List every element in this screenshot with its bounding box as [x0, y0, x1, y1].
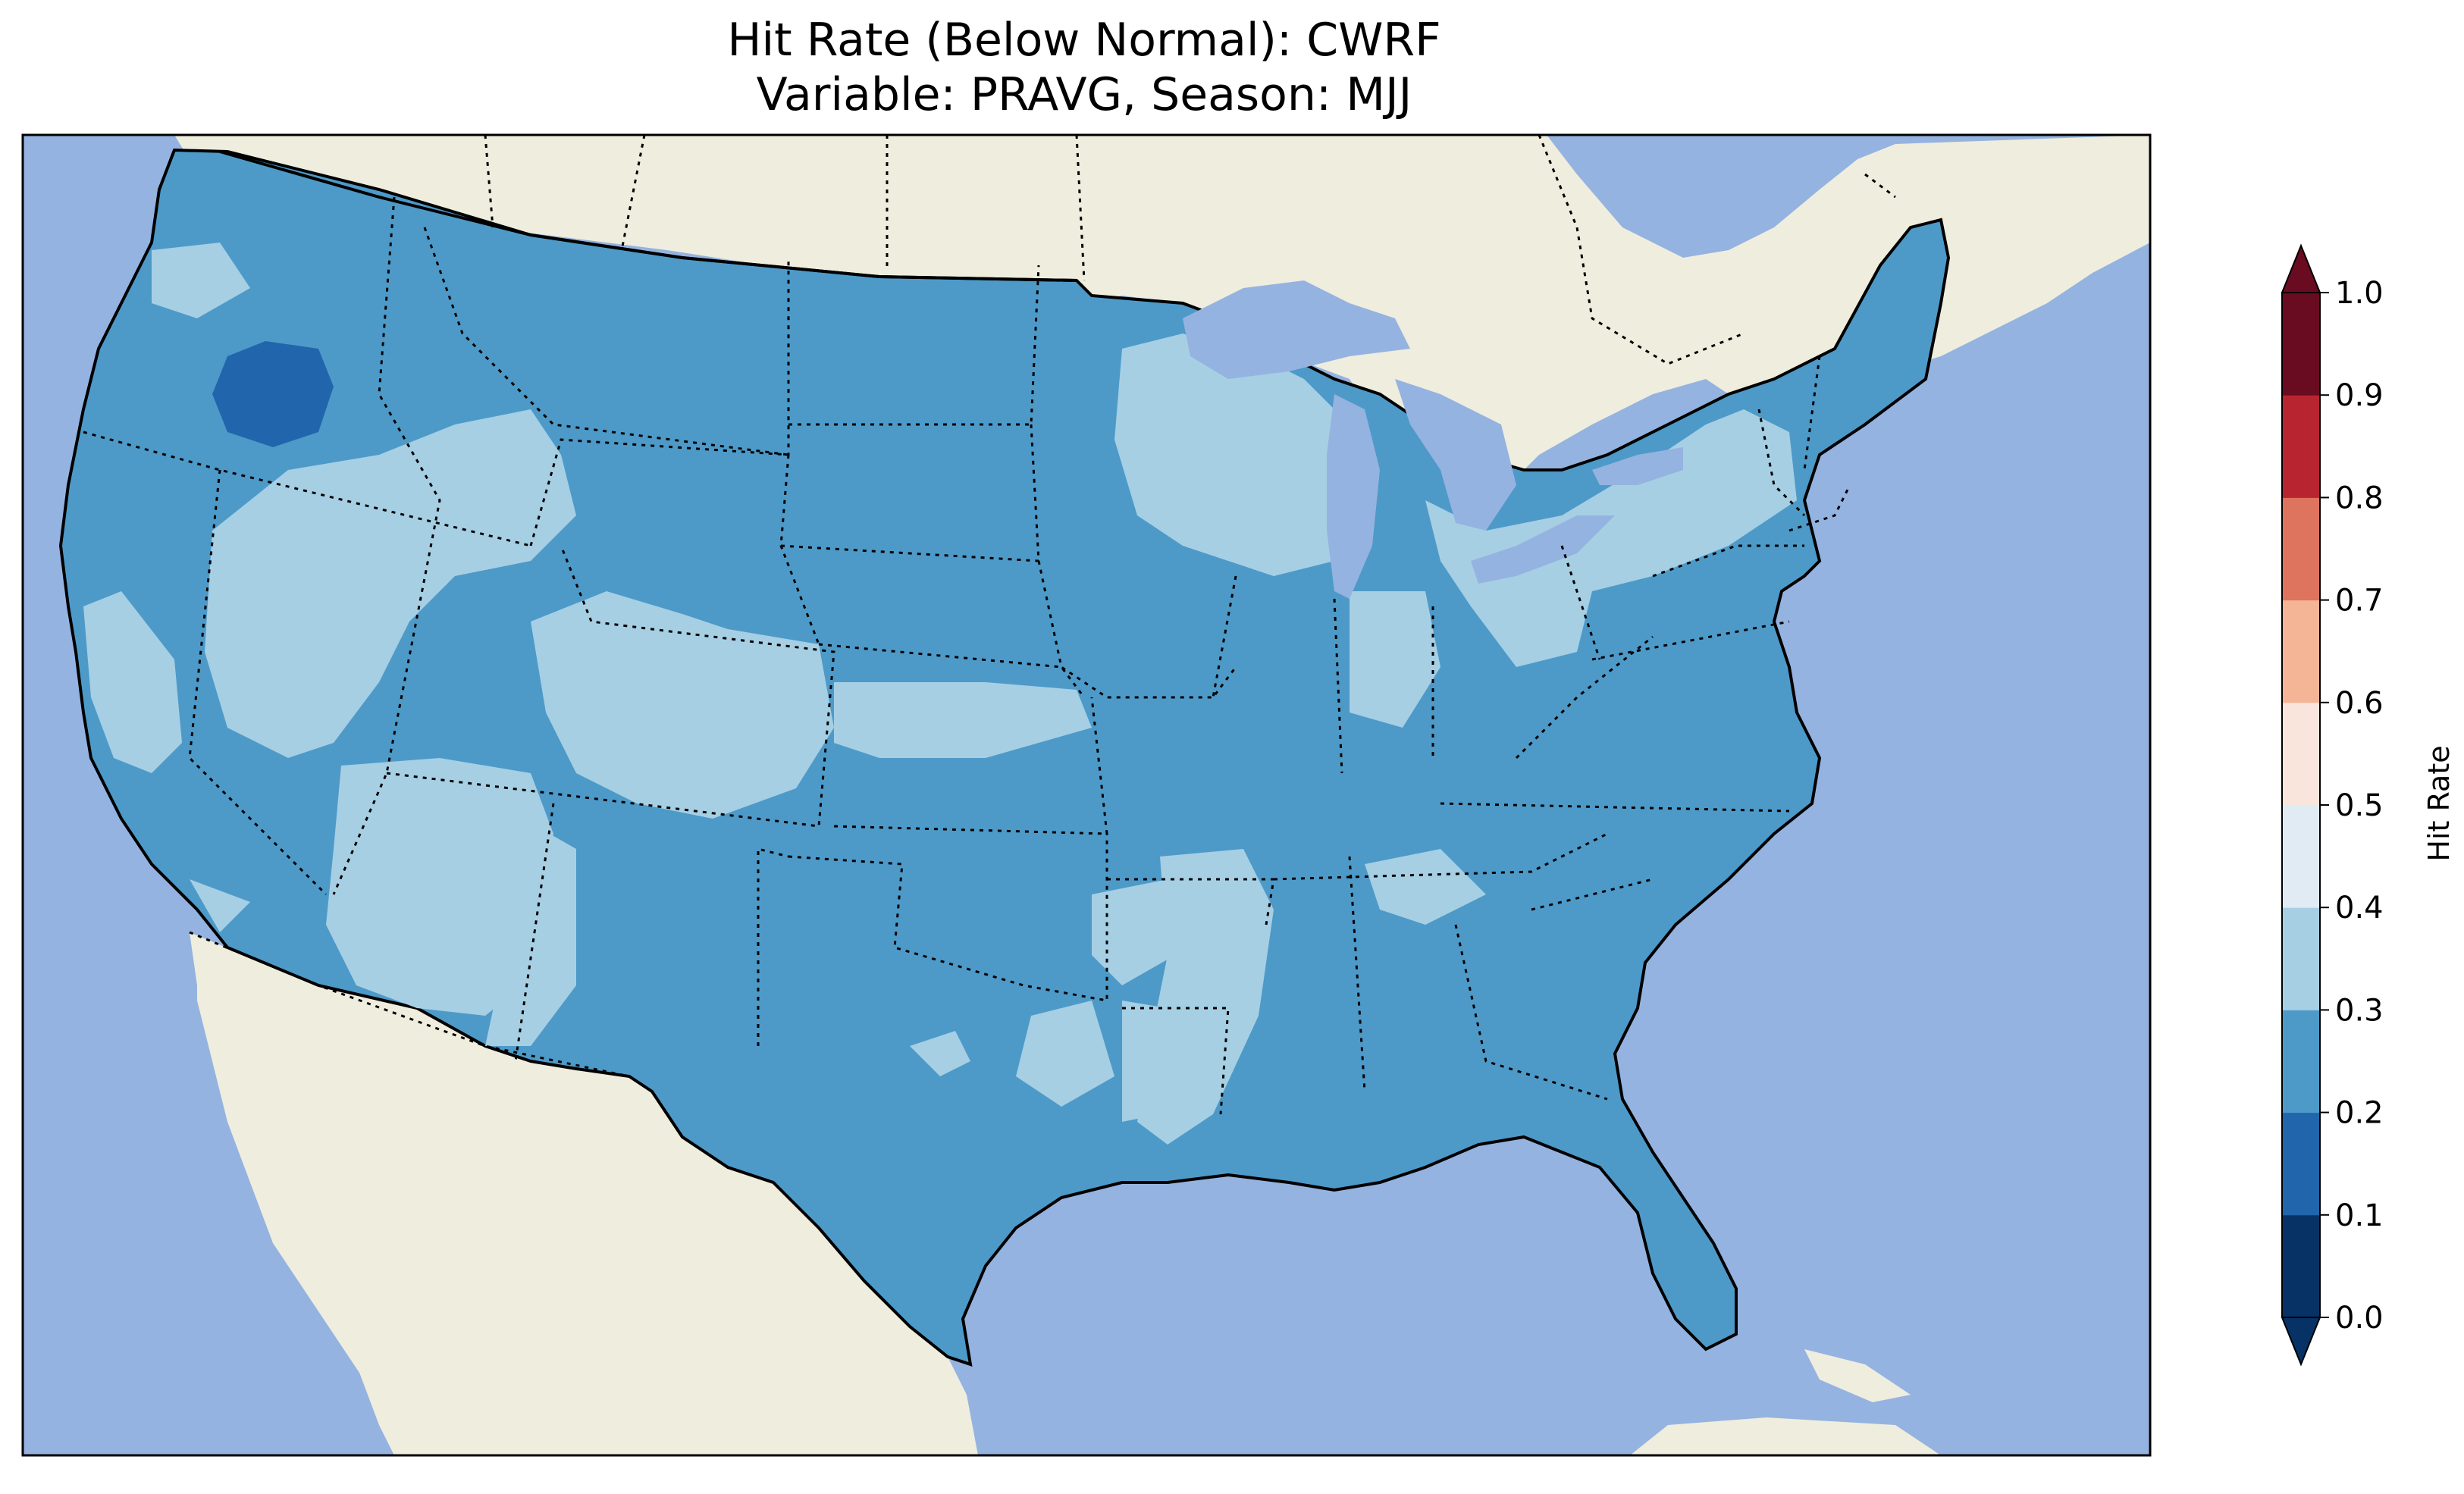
colorbar-bin [2282, 395, 2320, 498]
map-frame [21, 133, 2152, 1457]
colorbar-bin [2282, 1112, 2320, 1216]
colorbar-ticks: 0.0 0.1 0.2 0.3 0.4 0.5 0.6 0.7 0.8 0.9 1.0 [2320, 276, 2384, 1336]
colorbar-bin [2282, 497, 2320, 601]
colorbar-bin [2282, 600, 2320, 703]
colorbar-bin [2282, 1010, 2320, 1113]
state-borders [83, 196, 1851, 1115]
light-patch-ne [1425, 409, 1797, 667]
title-line-2: Variable: PRAVG, Season: MJJ [756, 68, 1412, 121]
cuba-land [1804, 1349, 1911, 1402]
us-canada-border [219, 150, 1077, 282]
colorbar-tick-label: 0.6 [2335, 686, 2384, 721]
light-patch-nm [485, 819, 576, 1046]
light-patch-sw [326, 758, 553, 1016]
lake-michigan [1327, 394, 1380, 599]
hit-rate-0.3-0.4-regions [83, 243, 1797, 1145]
great-lakes [1183, 280, 1683, 599]
colorbar-label: Hit Rate [2422, 745, 2456, 861]
colorbar-max-extension [2281, 243, 2321, 293]
colorbar-bin [2282, 293, 2320, 396]
light-patch-great-lakes [1114, 334, 1365, 576]
light-patch-tx-west [910, 1031, 970, 1076]
colorbar-tick-label: 0.3 [2335, 993, 2384, 1028]
colorbar-bins [2282, 293, 2320, 1318]
title-line-1: Hit Rate (Below Normal): CWRF [727, 14, 1441, 67]
colorbar-tick-label: 1.0 [2335, 276, 2384, 311]
light-patch-ca [83, 591, 182, 773]
canada-land [174, 135, 2150, 561]
lake-superior [1183, 280, 1410, 379]
light-patch-ca-south [190, 879, 250, 932]
map-panel [23, 135, 2150, 1455]
lake-ontario [1592, 447, 1683, 485]
us-mexico-border [189, 931, 684, 1138]
light-patch-ks [834, 682, 1092, 758]
colorbar-tick-label: 0.8 [2335, 481, 2384, 515]
colorbar-tick-label: 0.0 [2335, 1301, 2384, 1336]
colorbar-tick-label: 0.9 [2335, 378, 2384, 413]
light-patch-tn [1365, 849, 1486, 925]
light-patch-ohio [1350, 591, 1440, 728]
colorbar-tick-label: 0.5 [2335, 788, 2384, 823]
colorbar-bin [2282, 907, 2320, 1010]
light-patch-tx [1016, 1001, 1114, 1107]
colorbar-tick-label: 0.4 [2335, 891, 2384, 926]
south-america-edge [1630, 1417, 1941, 1455]
lake-huron [1395, 379, 1516, 531]
baja-land [197, 940, 425, 1425]
colorbar-bin [2282, 1214, 2320, 1318]
light-patch-ar [1092, 879, 1175, 985]
colorbar-tick-label: 0.2 [2335, 1096, 2384, 1131]
light-patch-la [1122, 1001, 1168, 1122]
colorbar-bin [2282, 805, 2320, 908]
colorbar-min-extension [2281, 1317, 2321, 1367]
province-borders [484, 135, 1896, 365]
light-patch-nw [152, 243, 250, 318]
colorbar-tick-label: 0.1 [2335, 1198, 2384, 1233]
lake-erie [1471, 515, 1615, 584]
colorbar-bin [2282, 702, 2320, 806]
colorbar: 0.0 0.1 0.2 0.3 0.4 0.5 0.6 0.7 0.8 0.9 1.0 Hit Ra… [2281, 243, 2456, 1367]
hit-rate-0.1-0.2-patch [212, 341, 334, 447]
colorbar-tick-label: 0.7 [2335, 584, 2384, 619]
light-patch-great-basin [205, 409, 576, 758]
light-patch-co [531, 591, 834, 819]
